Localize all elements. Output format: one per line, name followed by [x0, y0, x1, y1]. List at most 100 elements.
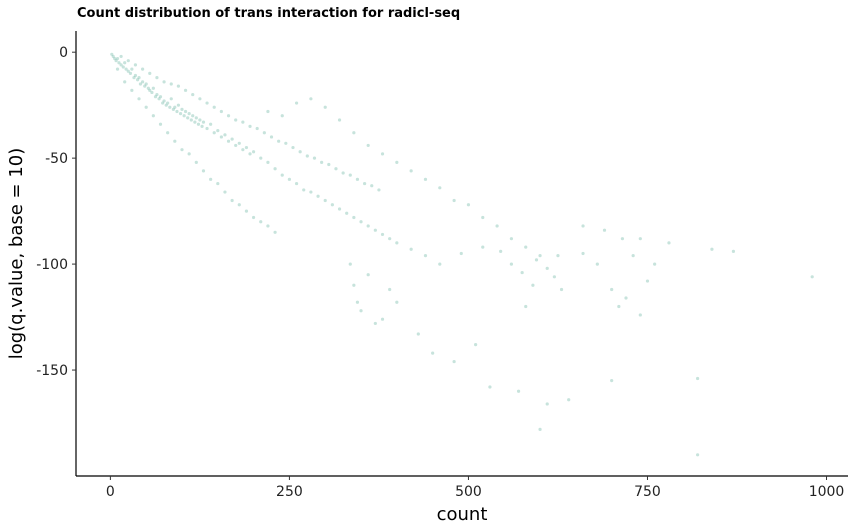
data-point: [452, 359, 456, 364]
data-point: [201, 120, 206, 124]
data-point: [556, 254, 560, 258]
data-point: [175, 109, 179, 114]
data-point: [617, 304, 621, 309]
data-point: [327, 162, 331, 167]
data-point: [316, 194, 320, 198]
data-point: [135, 78, 140, 82]
data-point: [273, 230, 277, 234]
data-point: [178, 112, 183, 116]
data-point: [409, 169, 413, 173]
data-point: [111, 54, 115, 59]
data-point: [230, 198, 234, 203]
data-point: [416, 332, 420, 336]
data-point: [168, 105, 172, 109]
data-point: [176, 84, 181, 88]
data-point: [380, 232, 385, 237]
data-point: [488, 385, 492, 389]
data-point: [330, 203, 334, 207]
data-point: [193, 120, 197, 124]
data-point: [180, 107, 184, 112]
data-point: [209, 177, 213, 181]
data-point: [252, 150, 256, 154]
data-point: [237, 203, 241, 207]
data-point: [423, 177, 428, 181]
data-point: [363, 181, 367, 186]
data-point: [294, 101, 299, 105]
data-point: [474, 343, 478, 347]
data-point: [219, 109, 223, 114]
data-point: [113, 56, 117, 61]
data-point: [194, 160, 198, 164]
data-point: [287, 177, 292, 181]
data-point: [552, 275, 556, 279]
data-point: [151, 86, 155, 90]
data-point: [189, 118, 193, 122]
data-point: [366, 273, 370, 277]
data-point: [624, 296, 628, 300]
data-point: [248, 124, 252, 128]
data-point: [166, 131, 170, 135]
data-point: [602, 228, 607, 232]
data-point: [187, 112, 191, 116]
data-point: [309, 97, 313, 101]
data-point: [244, 145, 249, 150]
data-point: [559, 287, 564, 292]
data-point: [520, 270, 524, 275]
data-point: [309, 190, 313, 194]
data-point: [348, 173, 352, 177]
x-tick-label: 0: [106, 484, 115, 500]
data-point: [171, 107, 175, 112]
x-tick-label: 250: [276, 484, 303, 500]
data-point: [345, 211, 349, 215]
data-point: [141, 80, 145, 84]
data-point: [395, 160, 399, 164]
data-point: [524, 245, 528, 249]
data-point: [312, 156, 317, 160]
data-point: [495, 224, 499, 228]
chart-title: Count distribution of trans interaction …: [77, 6, 461, 21]
data-point: [198, 118, 202, 122]
data-point: [138, 82, 143, 86]
data-point: [226, 114, 231, 118]
data-point: [459, 251, 463, 256]
data-point: [244, 209, 249, 213]
data-point: [423, 254, 428, 258]
data-point: [581, 224, 585, 228]
data-point: [191, 92, 195, 97]
y-tick-label: -50: [45, 151, 68, 167]
data-point: [481, 215, 485, 220]
data-point: [359, 220, 363, 224]
data-point: [516, 389, 521, 393]
data-point: [201, 169, 206, 173]
data-point: [620, 237, 625, 241]
x-tick-label: 750: [634, 484, 661, 500]
data-point: [237, 141, 241, 145]
data-point: [144, 105, 148, 109]
data-point: [148, 71, 152, 75]
data-point: [509, 262, 514, 266]
data-point: [223, 190, 227, 194]
data-point: [366, 224, 370, 228]
data-point: [524, 304, 528, 309]
data-point: [337, 118, 342, 122]
data-point: [284, 141, 288, 145]
data-point: [352, 283, 356, 287]
data-point: [509, 237, 514, 241]
data-point: [366, 143, 370, 148]
data-point: [294, 181, 299, 186]
data-point: [431, 351, 435, 355]
data-point: [153, 95, 158, 99]
data-point: [266, 160, 270, 164]
x-tick-label: 1000: [809, 484, 845, 500]
data-point: [223, 133, 227, 137]
data-point: [161, 101, 165, 105]
data-point: [209, 122, 213, 126]
data-point: [302, 188, 306, 192]
data-point: [191, 114, 195, 118]
data-point: [180, 148, 184, 152]
data-point: [137, 76, 141, 80]
data-point: [198, 97, 202, 101]
data-point: [216, 128, 220, 133]
points-layer: [110, 52, 814, 457]
